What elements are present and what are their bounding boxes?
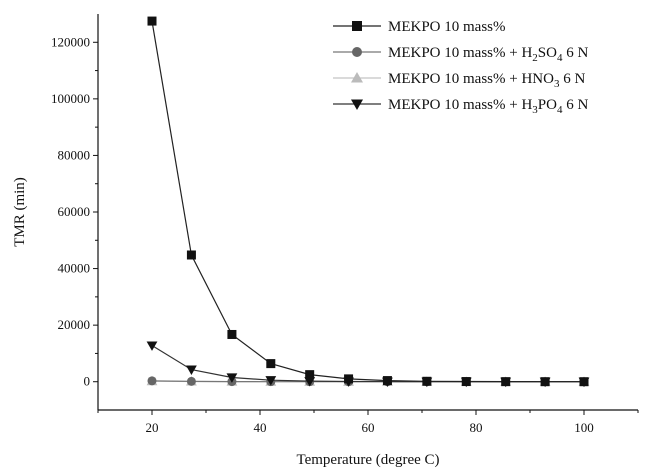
- data-point: [579, 377, 589, 387]
- legend-marker: [352, 21, 362, 31]
- data-point: [226, 373, 238, 383]
- x-tick-label: 80: [470, 420, 483, 435]
- data-point: [227, 329, 237, 339]
- legend-marker: [351, 72, 363, 83]
- data-point: [501, 377, 511, 387]
- y-tick-label: 80000: [58, 147, 91, 162]
- series-1: [147, 16, 589, 387]
- data-point: [186, 376, 196, 386]
- data-point: [422, 376, 432, 386]
- series-3: [146, 375, 590, 386]
- y-tick-label: 100000: [51, 91, 90, 106]
- data-point: [147, 16, 157, 26]
- data-point: [540, 377, 550, 387]
- y-tick-label: 20000: [58, 317, 91, 332]
- data-point: [461, 377, 471, 387]
- legend-label: MEKPO 10 mass% + H2SO4 6 N: [388, 45, 588, 64]
- data-point: [382, 376, 392, 386]
- legend-label: MEKPO 10 mass% + HNO3 6 N: [388, 71, 585, 90]
- x-tick-label: 100: [574, 420, 594, 435]
- legend: MEKPO 10 mass% MEKPO 10 mass% + H2SO4 6 N…: [333, 19, 588, 116]
- legend-item: MEKPO 10 mass% + HNO3 6 N: [333, 71, 585, 90]
- axes: 0 20000 40000 60000 80000 100000 120000 20 40 60 8…: [51, 14, 639, 435]
- data-point: [186, 365, 197, 375]
- legend-marker: [351, 99, 363, 110]
- series-layer: [146, 16, 590, 388]
- legend-item: MEKPO 10 mass% + H3PO4 6 N: [333, 97, 588, 116]
- data-point: [265, 376, 277, 386]
- y-tick-label: 0: [84, 374, 91, 389]
- data-point: [186, 250, 196, 260]
- data-point: [146, 341, 158, 351]
- series-line: [151, 344, 584, 383]
- data-point: [147, 376, 157, 386]
- legend-label: MEKPO 10 mass% + H3PO4 6 N: [388, 97, 588, 116]
- legend-item: MEKPO 10 mass% + H2SO4 6 N: [333, 45, 588, 64]
- series-line: [151, 21, 584, 383]
- x-axis-label: Temperature (degree C): [296, 452, 439, 468]
- y-tick-label: 120000: [51, 34, 90, 49]
- x-tick-label: 40: [254, 420, 267, 435]
- legend-marker: [352, 47, 362, 57]
- x-tick-label: 20: [146, 420, 159, 435]
- x-tick-label: 60: [362, 420, 375, 435]
- y-tick-label: 40000: [58, 261, 91, 276]
- legend-item: MEKPO 10 mass%: [333, 19, 506, 35]
- data-point: [304, 377, 316, 387]
- y-tick-label: 60000: [58, 204, 91, 219]
- data-point: [344, 374, 354, 384]
- data-point: [266, 359, 276, 369]
- legend-label: MEKPO 10 mass%: [388, 19, 506, 35]
- data-point: [305, 370, 315, 380]
- y-axis-label: TMR (min): [12, 177, 28, 247]
